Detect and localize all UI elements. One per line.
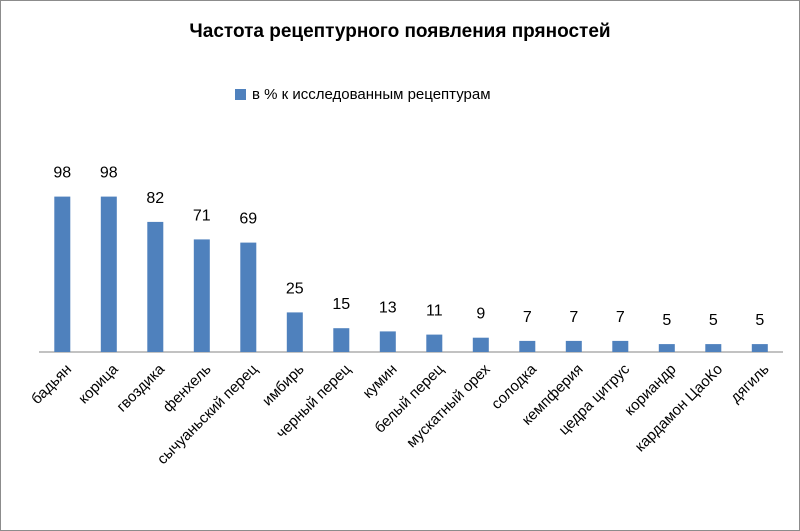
category-label: бадьян: [28, 361, 75, 408]
bar: [147, 221, 164, 352]
bar: [54, 196, 71, 352]
data-label: 11: [426, 303, 443, 320]
bar: [286, 312, 303, 352]
bar: [705, 344, 722, 352]
chart-legend: в % к исследованным рецептурам: [235, 86, 491, 103]
data-label: 7: [616, 309, 625, 326]
bar: [519, 340, 536, 352]
bar: [612, 340, 629, 352]
data-label: 82: [146, 190, 164, 207]
data-label: 5: [755, 312, 764, 329]
bar: [472, 337, 489, 352]
bar: [240, 242, 257, 352]
category-label: корица: [75, 360, 122, 407]
bar: [751, 344, 768, 352]
legend-swatch: [235, 89, 246, 100]
data-label: 98: [53, 165, 71, 182]
data-label: 5: [662, 312, 671, 329]
category-label: дягиль: [727, 361, 773, 407]
bar: [426, 334, 443, 352]
data-label: 25: [286, 280, 304, 297]
category-label: кардамон ЦаоКо: [632, 361, 726, 455]
bar: [333, 328, 350, 352]
bar: [565, 340, 582, 352]
data-label: 9: [476, 306, 485, 323]
category-label: гвоздика: [113, 360, 168, 415]
data-label: 5: [709, 312, 718, 329]
category-label: кумин: [360, 361, 401, 402]
data-label: 7: [523, 309, 532, 326]
data-label: 7: [569, 309, 578, 326]
data-label: 98: [100, 165, 118, 182]
data-label: 13: [379, 299, 397, 316]
category-label: мускатный орех: [403, 360, 494, 451]
bar: [658, 344, 675, 352]
data-label: 69: [239, 211, 257, 228]
bar: [379, 331, 396, 352]
bar: [100, 196, 117, 352]
legend-label: в % к исследованным рецептурам: [252, 86, 491, 103]
data-label: 15: [332, 296, 350, 313]
chart-title: Частота рецептурного появления пряностей: [189, 21, 611, 42]
bar: [193, 239, 210, 352]
data-label: 71: [193, 207, 211, 224]
